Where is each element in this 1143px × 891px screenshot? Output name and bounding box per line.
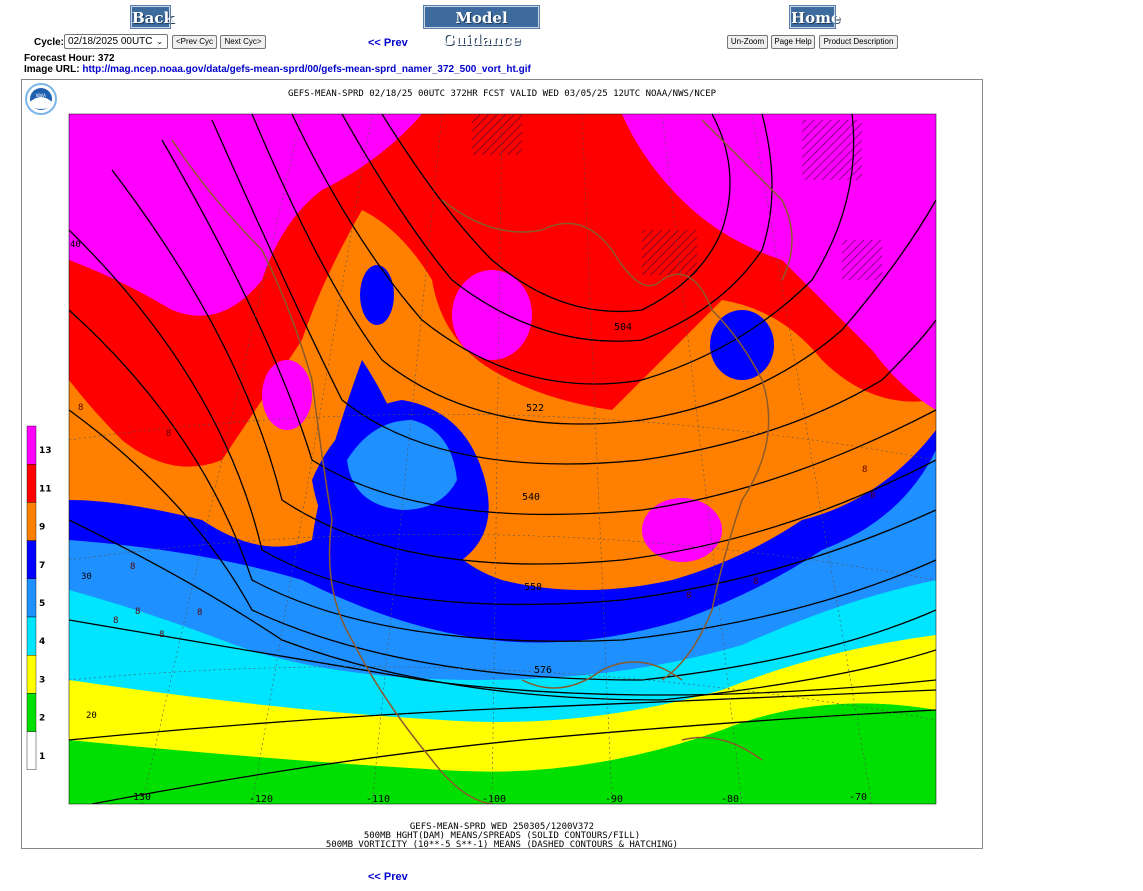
cycle-select-value: 02/18/2025 00UTC xyxy=(68,36,153,47)
vorticity-label: 8 xyxy=(753,577,758,587)
contour-label-522: 522 xyxy=(526,403,544,414)
image-url-label: Image URL: xyxy=(24,64,80,75)
contour-label-504: 504 xyxy=(614,322,632,333)
forecast-map-graphic: NOAA GEFS-MEAN-SPRD 02/18/25 00UTC 372HR… xyxy=(25,83,937,848)
footer-line-3: 500MB VORTICITY (10**-5 S**-1) MEANS (DA… xyxy=(326,840,678,848)
image-url-link[interactable]: http://mag.ncep.noaa.gov/data/gefs-mean-… xyxy=(82,64,531,75)
legend-label: 13 xyxy=(39,446,52,456)
product-description-button[interactable]: Product Description xyxy=(819,35,898,49)
model-guidance-button[interactable]: Model Guidance xyxy=(423,5,540,49)
longitude-label: -70 xyxy=(849,792,867,803)
color-legend: 13 11 9 7 5 4 3 2 1 xyxy=(26,425,52,770)
vorticity-label: 8 xyxy=(870,491,875,501)
longitude-label-group: -130 -120 -110 -100 -90 -80 -70 xyxy=(127,792,867,805)
legend-swatch xyxy=(26,464,37,503)
legend-swatch xyxy=(26,425,37,465)
legend-swatch xyxy=(26,731,37,770)
prev-cycle-button[interactable]: <Prev Cyc xyxy=(172,35,217,49)
home-button[interactable]: Home xyxy=(789,5,841,29)
forecast-hour-line: Forecast Hour: 372 xyxy=(24,53,115,64)
longitude-label: -80 xyxy=(721,794,739,805)
longitude-label: -100 xyxy=(482,794,506,805)
forecast-hour-value: 372 xyxy=(97,53,115,64)
vorticity-label: 8 xyxy=(862,465,867,475)
vorticity-label-group: 8 8 8 8 8 8 8 8 8 8 8 xyxy=(78,403,875,640)
forecast-map-image[interactable]: NOAA GEFS-MEAN-SPRD 02/18/25 00UTC 372HR… xyxy=(21,79,983,849)
page-help-button[interactable]: Page Help xyxy=(771,35,815,49)
vorticity-label: 8 xyxy=(113,616,118,626)
forecast-hour-label: Forecast Hour: xyxy=(24,53,96,64)
legend-label: 4 xyxy=(39,637,45,647)
vorticity-label: 8 xyxy=(159,630,164,640)
vorticity-label: 8 xyxy=(197,608,202,618)
legend-label: 3 xyxy=(39,675,45,685)
legend-label: 5 xyxy=(39,599,45,609)
map-footer: GEFS-MEAN-SPRD WED 250305/1200V372 500MB… xyxy=(326,822,678,848)
cycle-label: Cycle: xyxy=(34,37,65,48)
legend-swatch xyxy=(26,502,37,541)
legend-label: 1 xyxy=(39,752,45,762)
legend-swatch xyxy=(26,693,37,732)
legend-label: 2 xyxy=(39,714,45,724)
map-header: GEFS-MEAN-SPRD 02/18/25 00UTC 372HR FCST… xyxy=(288,89,717,99)
map-border xyxy=(68,113,937,805)
prev-link-bottom[interactable]: << Prev xyxy=(368,871,408,883)
contour-label-group: 504 522 540 558 576 xyxy=(522,322,632,676)
longitude-label: -120 xyxy=(249,794,273,805)
contour-label-576: 576 xyxy=(534,665,552,676)
legend-label: 11 xyxy=(39,484,52,494)
vorticity-label: 8 xyxy=(130,562,135,572)
graticule xyxy=(69,114,936,804)
legend-label: 9 xyxy=(39,523,45,533)
latitude-label-30: 30 xyxy=(81,572,92,582)
coastlines xyxy=(171,119,793,804)
spread-fill-layer xyxy=(69,114,936,804)
legend-swatch xyxy=(26,655,37,694)
legend-label: 7 xyxy=(39,561,45,571)
latitude-label-20: 20 xyxy=(86,711,97,721)
legend-swatch xyxy=(26,540,37,580)
footer-line-1: GEFS-MEAN-SPRD WED 250305/1200V372 xyxy=(410,822,594,832)
unzoom-button[interactable]: Un-Zoom xyxy=(727,35,768,49)
latitude-label-40: 40 xyxy=(70,240,81,250)
image-url-line: Image URL: http://mag.ncep.noaa.gov/data… xyxy=(24,64,531,75)
vorticity-label: 8 xyxy=(135,607,140,617)
next-cycle-button[interactable]: Next Cyc> xyxy=(220,35,266,49)
vorticity-label: 8 xyxy=(166,429,171,439)
chevron-down-icon: ⌄ xyxy=(156,37,163,46)
contour-label-558: 558 xyxy=(524,582,542,593)
footer-line-2: 500MB HGHT(DAM) MEANS/SPREADS (SOLID CON… xyxy=(364,831,640,841)
legend-swatch xyxy=(26,616,37,656)
logo-text: NOAA xyxy=(36,93,46,98)
cycle-select[interactable]: 02/18/2025 00UTC ⌄ xyxy=(64,34,168,49)
legend-swatch xyxy=(26,578,37,618)
contour-label-540: 540 xyxy=(522,492,540,503)
vorticity-label: 8 xyxy=(686,591,691,601)
latitude-label-group: 40 30 20 xyxy=(70,240,97,721)
noaa-logo: NOAA xyxy=(25,83,57,115)
height-contours xyxy=(69,114,936,804)
vorticity-label: 8 xyxy=(78,403,83,413)
prev-link-top[interactable]: << Prev xyxy=(368,37,408,49)
longitude-label: -110 xyxy=(366,794,390,805)
longitude-label: -130 xyxy=(127,792,151,803)
back-button[interactable]: Back xyxy=(130,5,174,29)
longitude-label: -90 xyxy=(605,794,623,805)
